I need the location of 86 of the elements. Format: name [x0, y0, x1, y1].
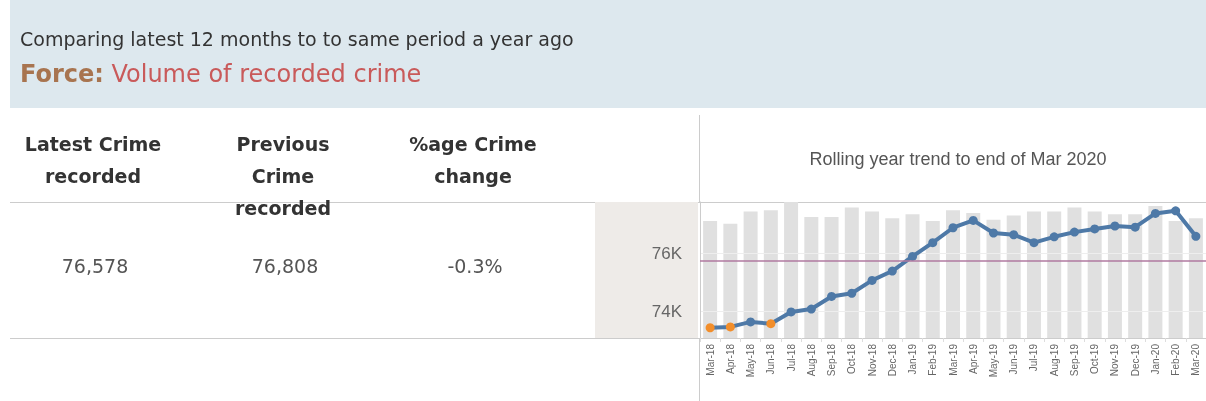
y-tick-label: 76K [651, 243, 683, 263]
bar [824, 216, 839, 338]
x-tick-label: Nov-18 [866, 343, 878, 377]
bar [703, 221, 718, 338]
point [968, 215, 978, 225]
x-tick-label: Jan-20 [1149, 343, 1161, 375]
x-tick-label: Dec-18 [886, 343, 898, 377]
point [1049, 232, 1059, 242]
text: Comparing latest 12 months to to same period a year ago [20, 28, 574, 50]
point [746, 317, 756, 327]
text: 76,808 [250, 255, 320, 277]
x-tick-label: Nov-19 [1109, 343, 1121, 377]
text: 76,578 [60, 255, 130, 277]
x-tick-label: Aug-18 [805, 343, 817, 377]
y-tick-label: 74K [651, 302, 683, 322]
point [1171, 206, 1181, 216]
bar [743, 211, 758, 338]
x-tick-label: Jan-19 [907, 343, 919, 375]
x-tick-label: Aug-19 [1048, 343, 1060, 377]
x-tick-label: Sep-18 [826, 343, 838, 377]
point [908, 251, 918, 261]
x-tick-label: Sep-19 [1068, 343, 1080, 377]
point [847, 288, 857, 298]
bar [865, 211, 880, 338]
x-tick-label: Jun-18 [765, 343, 777, 375]
bar [844, 207, 859, 338]
point [1069, 227, 1079, 237]
bar [1168, 221, 1183, 338]
point [766, 319, 776, 329]
point [887, 266, 897, 276]
x-tick-label: Mar-18 [704, 343, 716, 376]
point [806, 304, 816, 314]
bar [1047, 211, 1062, 338]
point [928, 238, 938, 248]
bar [925, 221, 940, 338]
point [725, 322, 735, 332]
bar [1087, 211, 1102, 338]
x-tick-label: Mar-19 [947, 343, 959, 376]
bar [946, 210, 960, 338]
x-tick-label: Jun-19 [1008, 343, 1020, 375]
point [827, 291, 837, 301]
text: -0.3% [446, 255, 504, 277]
bar [1067, 207, 1082, 338]
point [1009, 230, 1019, 240]
text: Force: Volume of recorded crime [20, 60, 422, 88]
bar [905, 214, 920, 338]
bar [1188, 218, 1203, 338]
x-tick-label: Jul-19 [1028, 343, 1040, 372]
bar [723, 223, 738, 338]
category-label: %age Crime change [408, 132, 538, 189]
bar [1128, 214, 1143, 338]
x-tick-label: Mar-20 [1190, 343, 1202, 376]
bar [1026, 211, 1041, 338]
bar [986, 219, 1001, 338]
point [1191, 231, 1201, 241]
point [1029, 238, 1039, 248]
x-tick-label: Feb-20 [1170, 343, 1182, 376]
point [1130, 222, 1140, 232]
x-tick-label: Apr-18 [724, 343, 736, 375]
bar [885, 218, 900, 338]
bar [1148, 206, 1163, 338]
point [1090, 224, 1100, 234]
category-label: Previous Crime recorded [234, 132, 332, 221]
point [1150, 208, 1160, 218]
x-tick-label: Oct-18 [846, 343, 858, 375]
x-tick-label: Apr-19 [967, 343, 979, 375]
category-label: Latest Crime recorded [23, 132, 163, 189]
bar [784, 202, 799, 338]
point [705, 323, 715, 333]
bar [804, 216, 819, 338]
bar [763, 210, 778, 338]
x-tick-label: Jul-18 [785, 343, 797, 372]
point [1110, 221, 1120, 231]
x-tick-label: Feb-19 [927, 343, 939, 376]
x-tick-label: Oct-19 [1089, 343, 1101, 375]
point [786, 307, 796, 317]
x-tick-label: May-19 [987, 343, 999, 378]
point [948, 223, 958, 233]
x-tick-label: May-18 [745, 343, 757, 378]
bar [1006, 215, 1021, 338]
bar [1107, 214, 1122, 338]
point [867, 275, 877, 285]
point [988, 228, 998, 238]
chart-title: Rolling year trend to end of Mar 2020 [809, 149, 1107, 169]
x-tick-label: Dec-19 [1129, 343, 1141, 377]
bar [966, 212, 981, 338]
